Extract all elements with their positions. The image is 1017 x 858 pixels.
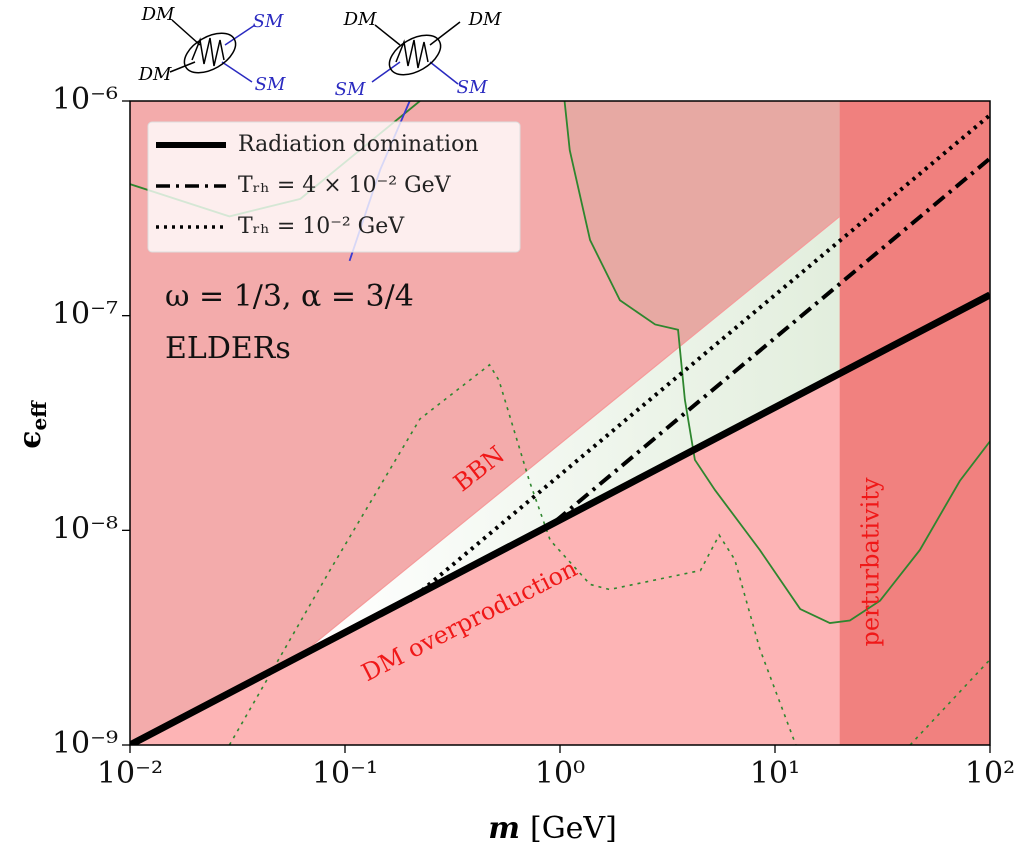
annotation: perturbativity <box>857 477 885 646</box>
x-tick-label: 10⁰ <box>535 756 585 791</box>
annotation: ω = 1/3, α = 3/4 <box>165 279 414 314</box>
contour <box>563 101 990 624</box>
diagram <box>169 19 461 85</box>
x-tick-label: 10⁻¹ <box>312 756 378 791</box>
x-tick-label: 10¹ <box>750 756 800 791</box>
legend-label: Tᵣₕ = 10⁻² GeV <box>238 214 405 239</box>
x-label-unit: [GeV] <box>530 811 617 846</box>
x-tick-label: 10⁻² <box>97 756 163 791</box>
x-tick-label: 10² <box>965 756 1015 791</box>
diagram-label: DM <box>141 4 175 25</box>
y-label: ϵeff <box>13 400 51 449</box>
line <box>553 156 990 523</box>
contour <box>228 363 797 745</box>
plot-area <box>130 101 990 745</box>
region <box>839 101 990 745</box>
y-label-symbol: ϵ <box>13 430 48 448</box>
y-tick-label: 10⁻⁸ <box>52 511 118 546</box>
bbn-edge <box>311 215 841 647</box>
y-label-subscript: eff <box>27 400 51 431</box>
diagram-label: DM <box>343 9 377 30</box>
y-tick-label: 10⁻⁶ <box>52 82 118 117</box>
diagram-label: SM <box>335 79 366 100</box>
y-tick-label: 10⁻⁹ <box>52 726 118 761</box>
contour <box>909 659 990 745</box>
legend-label: Tᵣₕ = 4 × 10⁻² GeV <box>238 173 452 198</box>
annotation: ELDERs <box>165 331 291 366</box>
diagram-label: DM <box>468 9 502 30</box>
diagram-label: SM <box>255 74 286 95</box>
x-label-symbol: m <box>488 811 520 846</box>
diagram-label: SM <box>253 11 284 32</box>
legend-label: Radiation domination <box>238 132 479 157</box>
y-tick-label: 10⁻⁷ <box>52 297 118 332</box>
diagram-labels: DM SM DM SM DM DM SM SM <box>138 4 502 100</box>
diagram-label: DM <box>138 64 172 85</box>
line <box>408 113 990 603</box>
legend-box <box>147 121 521 253</box>
diagram-label: SM <box>457 77 488 98</box>
